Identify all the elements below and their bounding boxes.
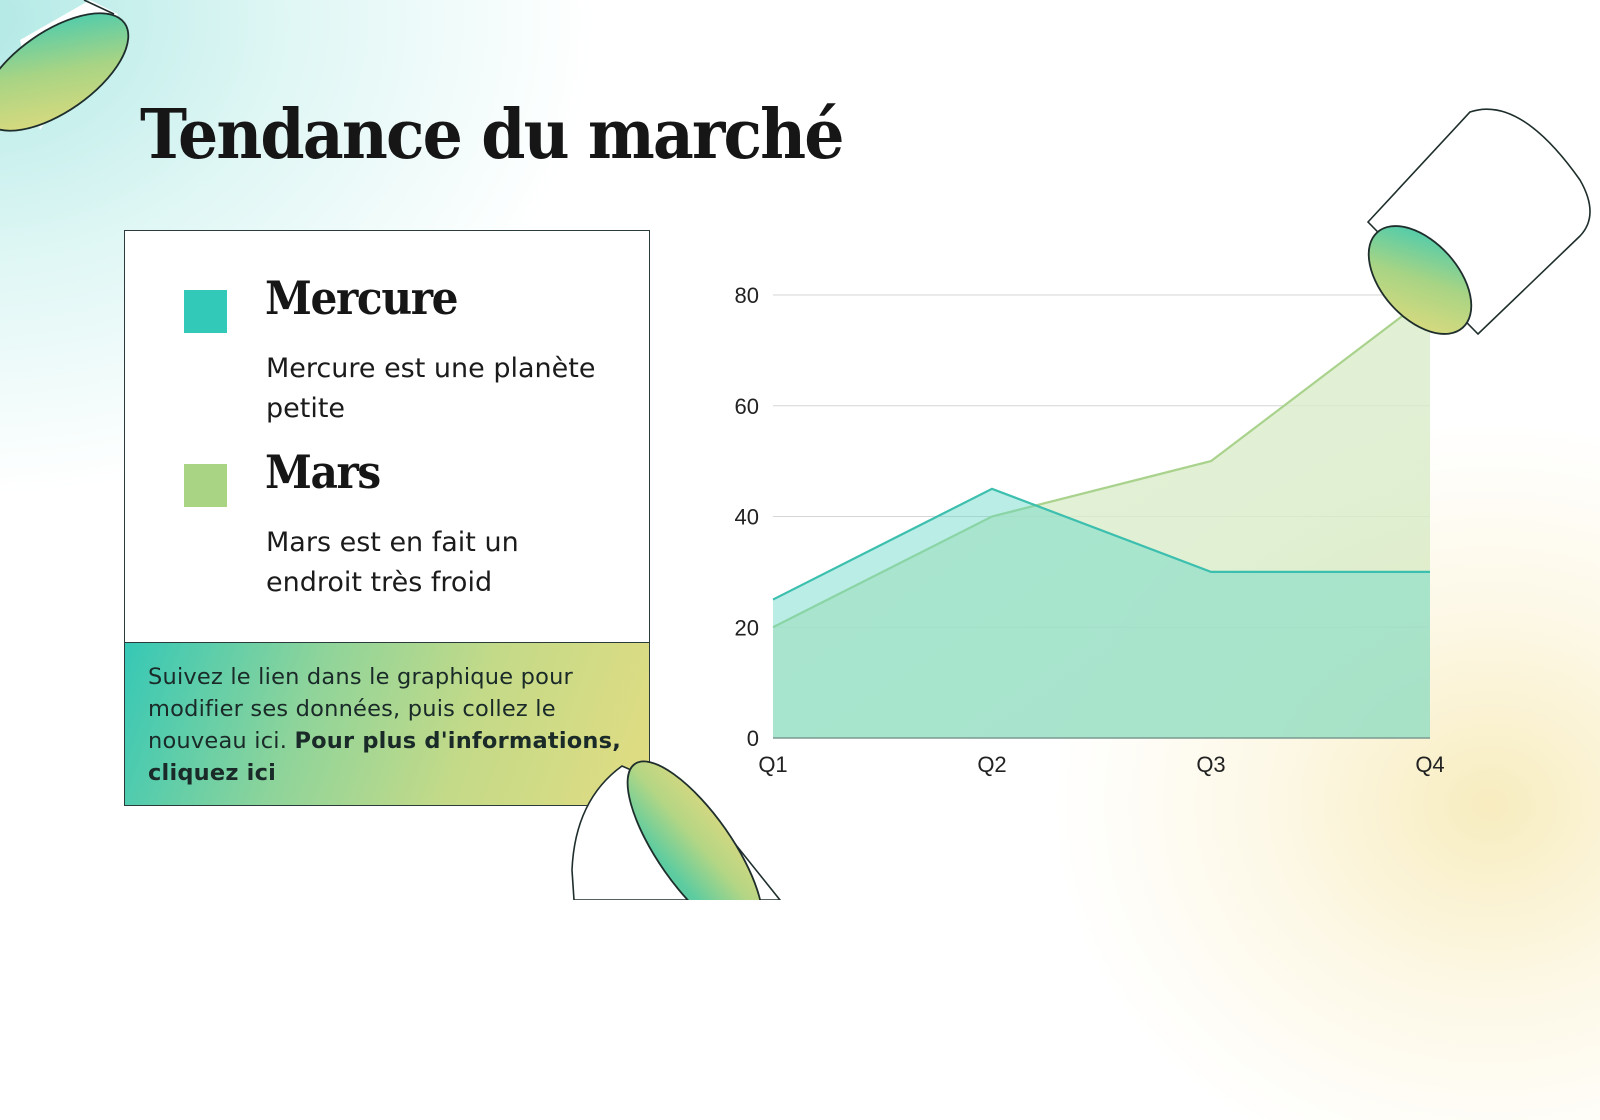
legend-name: Mars xyxy=(265,445,381,499)
mars-line xyxy=(772,294,1431,629)
legend-description: Mars est en fait un endroit très froid xyxy=(266,527,519,598)
chart-areas xyxy=(772,294,1431,739)
legend-panel: Mercure Mercure est une planète petite M… xyxy=(124,230,650,643)
x-axis-labels: Q1 Q2 Q3 Q4 xyxy=(758,752,1444,777)
x-tick-label: Q1 xyxy=(758,752,787,777)
slide-title: Tendance du marché xyxy=(140,95,844,175)
note-body: Suivez le lien dans le graphique pour mo… xyxy=(148,664,573,754)
legend-name: Mercure xyxy=(265,271,459,325)
area-chart: 0 20 40 60 80 Q1 Q2 Q3 Q4 xyxy=(735,283,1445,777)
x-tick-label: Q4 xyxy=(1415,752,1444,777)
mars-color-swatch xyxy=(184,464,227,507)
info-note: Suivez le lien dans le graphique pour mo… xyxy=(124,642,650,806)
y-tick-label: 0 xyxy=(747,726,759,751)
mercure-area xyxy=(773,488,1430,738)
x-tick-label: Q2 xyxy=(977,752,1006,777)
y-tick-label: 40 xyxy=(735,505,759,530)
mercure-color-swatch xyxy=(184,290,227,333)
mars-area xyxy=(773,295,1430,738)
legend-description: Mercure est une planète petite xyxy=(266,353,596,424)
more-info-link[interactable]: Pour plus d'informations, cliquez ici xyxy=(148,728,621,786)
y-tick-label: 60 xyxy=(735,394,759,419)
y-tick-label: 80 xyxy=(735,283,759,308)
y-axis-labels: 0 20 40 60 80 xyxy=(735,283,759,751)
x-tick-label: Q3 xyxy=(1196,752,1225,777)
y-tick-label: 20 xyxy=(735,615,759,640)
note-text: Suivez le lien dans le graphique pour mo… xyxy=(148,661,638,789)
mercure-line xyxy=(772,487,1430,601)
